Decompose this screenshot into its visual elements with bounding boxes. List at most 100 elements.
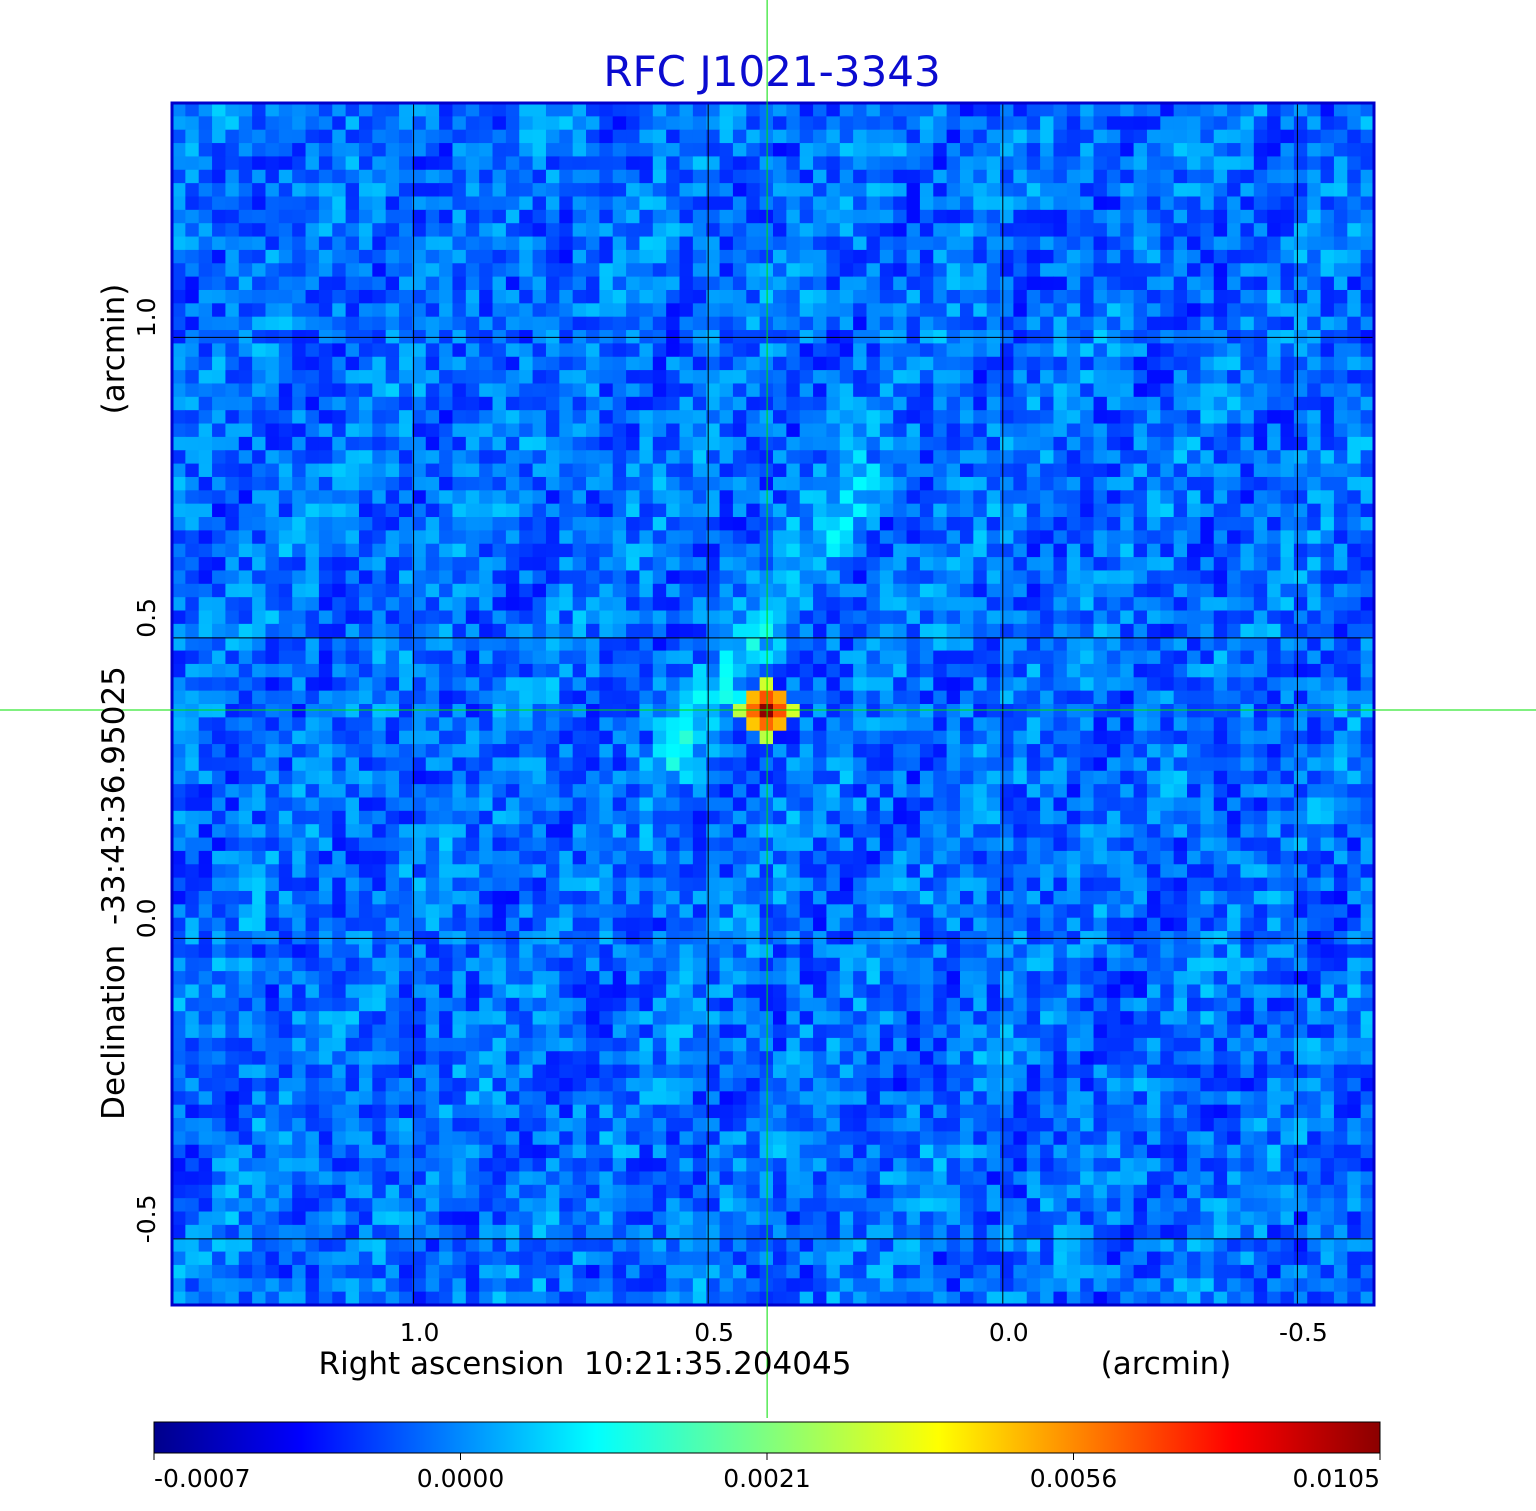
heatmap-cell — [252, 530, 267, 545]
heatmap-cell — [572, 530, 587, 545]
heatmap-cell — [639, 476, 654, 491]
heatmap-cell — [799, 116, 814, 131]
heatmap-cell — [1000, 704, 1014, 718]
heatmap-cell — [973, 263, 988, 278]
heatmap-cell — [879, 757, 894, 772]
heatmap-cell — [172, 276, 186, 291]
heatmap-cell — [1200, 169, 1215, 184]
heatmap-cell — [813, 129, 828, 144]
heatmap-cell — [425, 810, 440, 825]
heatmap-cell — [986, 476, 1001, 491]
heatmap-cell — [1120, 543, 1135, 558]
heatmap-cell — [959, 116, 974, 131]
heatmap-cell — [545, 436, 560, 451]
heatmap-cell — [1173, 143, 1188, 158]
heatmap-cell — [839, 677, 854, 692]
heatmap-cell — [919, 704, 934, 718]
heatmap-cell — [1280, 370, 1295, 385]
heatmap-cell — [345, 730, 360, 745]
heatmap-cell — [652, 824, 667, 839]
heatmap-cell — [773, 156, 787, 171]
heatmap-cell — [1080, 797, 1095, 812]
heatmap-cell — [839, 530, 854, 545]
heatmap-cell — [1280, 663, 1295, 678]
heatmap-cell — [1280, 557, 1295, 572]
heatmap-cell — [252, 463, 267, 478]
heatmap-cell — [1093, 116, 1108, 131]
heatmap-cell — [1026, 223, 1041, 238]
heatmap-cell — [1120, 476, 1135, 491]
heatmap-cell — [399, 597, 413, 612]
heatmap-cell — [1026, 490, 1041, 505]
heatmap-cell — [372, 316, 387, 331]
heatmap-cell — [519, 209, 534, 224]
heatmap-cell — [973, 196, 988, 211]
heatmap-cell — [345, 503, 360, 518]
heatmap-cell — [439, 463, 454, 478]
heatmap-cell — [1200, 103, 1215, 117]
heatmap-cell — [599, 824, 614, 839]
heatmap-cell — [692, 370, 707, 385]
heatmap-cell — [612, 116, 627, 131]
heatmap-cell — [399, 637, 413, 652]
heatmap-cell — [933, 810, 948, 825]
heatmap-cell — [345, 677, 360, 692]
heatmap-cell — [1253, 637, 1268, 652]
heatmap-cell — [1293, 303, 1308, 318]
heatmap-cell — [332, 543, 347, 558]
heatmap-cell — [866, 517, 881, 531]
heatmap-cell — [813, 784, 828, 799]
heatmap-cell — [572, 249, 587, 264]
heatmap-cell — [345, 436, 360, 451]
heatmap-cell — [452, 824, 467, 839]
heatmap-cell — [799, 543, 814, 558]
heatmap-cell — [866, 623, 881, 638]
heatmap-cell — [706, 543, 721, 558]
heatmap-cell — [452, 837, 467, 852]
heatmap-cell — [946, 303, 961, 318]
heatmap-cell — [572, 116, 587, 131]
heatmap-cell — [1146, 797, 1161, 812]
heatmap-cell — [332, 303, 347, 318]
heatmap-cell — [172, 423, 186, 438]
heatmap-cell — [505, 236, 520, 251]
heatmap-cell — [385, 223, 400, 238]
heatmap-cell — [973, 103, 988, 117]
heatmap-cell — [919, 289, 934, 304]
heatmap-cell — [318, 223, 333, 238]
heatmap-cell — [612, 436, 627, 451]
heatmap-cell — [412, 183, 427, 198]
heatmap-cell — [198, 276, 213, 291]
heatmap-cell — [1253, 797, 1268, 812]
heatmap-cell — [599, 490, 614, 505]
heatmap-cell — [773, 570, 787, 585]
heatmap-cell — [879, 450, 894, 465]
heatmap-cell — [839, 463, 854, 478]
heatmap-cell — [172, 650, 186, 665]
heatmap-cell — [1026, 637, 1041, 652]
heatmap-cell — [412, 637, 427, 652]
heatmap-cell — [799, 717, 814, 732]
heatmap-cell — [1187, 316, 1201, 331]
heatmap-cell — [1213, 623, 1228, 638]
heatmap-cell — [1000, 476, 1014, 491]
heatmap-cell — [1146, 143, 1161, 158]
heatmap-cell — [813, 289, 828, 304]
heatmap-cell — [1213, 209, 1228, 224]
heatmap-cell — [185, 690, 200, 705]
heatmap-cell — [318, 610, 333, 625]
heatmap-cell — [1360, 704, 1375, 718]
heatmap-cell — [198, 383, 213, 398]
heatmap-cell — [692, 209, 707, 224]
heatmap-cell — [799, 503, 814, 518]
heatmap-cell — [1280, 677, 1295, 692]
heatmap-cell — [1013, 530, 1028, 545]
heatmap-cell — [599, 116, 614, 131]
heatmap-cell — [1133, 263, 1148, 278]
heatmap-cell — [1347, 503, 1362, 518]
heatmap-cell — [252, 583, 267, 598]
heatmap-cell — [732, 436, 747, 451]
heatmap-cell — [278, 263, 293, 278]
heatmap-cell — [212, 557, 227, 572]
heatmap-cell — [1066, 423, 1081, 438]
